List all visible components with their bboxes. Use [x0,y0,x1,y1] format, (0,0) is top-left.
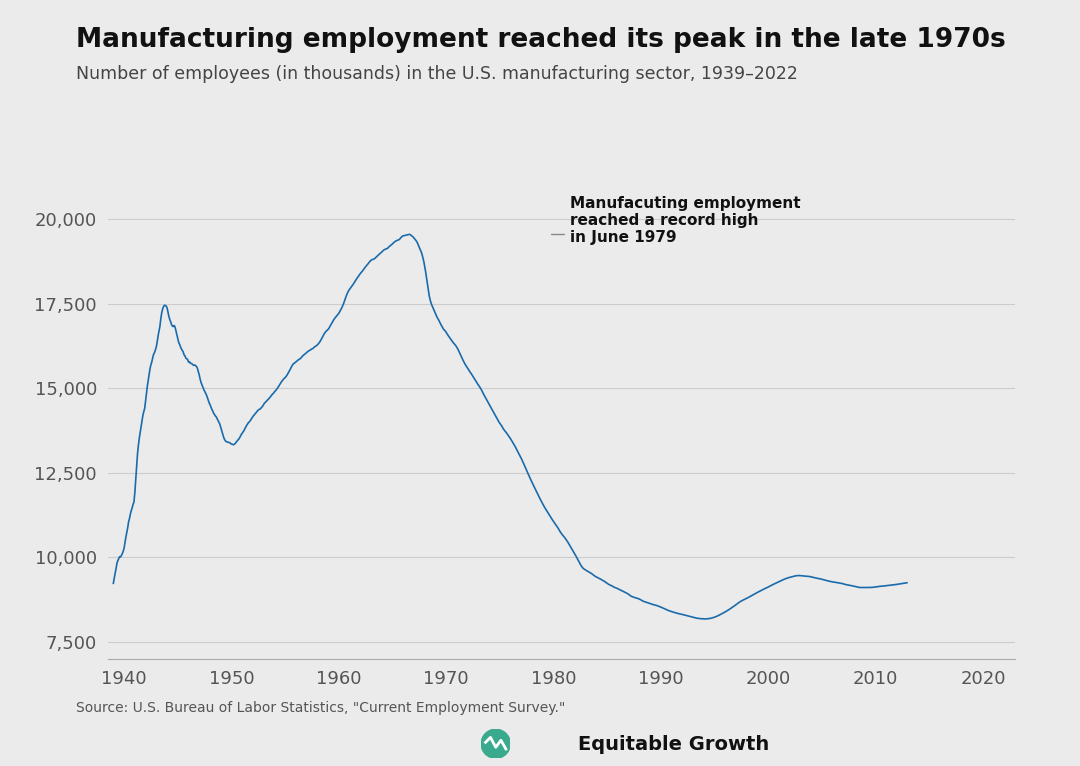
Text: Source: U.S. Bureau of Labor Statistics, "Current Employment Survey.": Source: U.S. Bureau of Labor Statistics,… [76,701,565,715]
Text: Manufacturing employment reached its peak in the late 1970s: Manufacturing employment reached its pea… [76,27,1005,53]
Text: Manufacuting employment
reached a record high
in June 1979: Manufacuting employment reached a record… [551,195,800,245]
Text: Number of employees (in thousands) in the U.S. manufacturing sector, 1939–2022: Number of employees (in thousands) in th… [76,65,797,83]
Text: Equitable Growth: Equitable Growth [578,735,769,754]
Circle shape [482,729,510,758]
